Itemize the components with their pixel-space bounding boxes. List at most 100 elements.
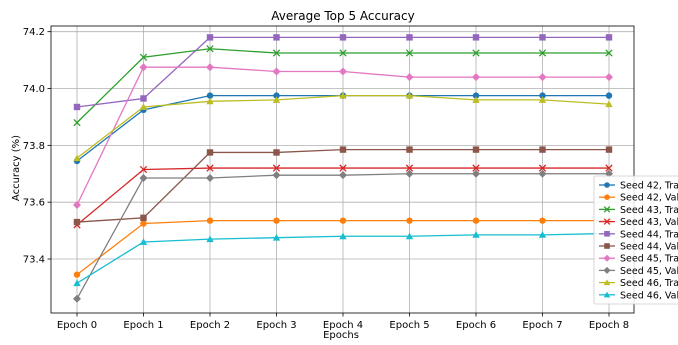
data-point	[472, 169, 480, 178]
data-point	[538, 231, 547, 238]
data-point	[538, 96, 547, 103]
series-4	[73, 164, 613, 229]
data-point	[273, 34, 280, 41]
x-marker-stroke	[73, 118, 81, 127]
legend-item: Seed 44, Train	[599, 229, 678, 240]
chart-title: Average Top 5 Accuracy	[271, 9, 414, 23]
data-point	[272, 67, 281, 76]
y-tick-label: 73.4	[23, 255, 45, 266]
legend-label: Seed 45, Train	[620, 254, 678, 265]
data-point	[273, 149, 280, 156]
data-point	[272, 49, 281, 57]
data-point	[405, 232, 414, 240]
data-point	[206, 164, 214, 172]
data-point	[339, 146, 347, 153]
data-point	[538, 49, 547, 57]
x-marker-stroke	[603, 206, 611, 213]
legend-marker	[603, 218, 611, 225]
x-tick-label: Epoch 5	[389, 320, 429, 331]
data-point	[73, 103, 81, 111]
data-point	[339, 232, 347, 240]
data-point	[139, 165, 148, 174]
legend-item: Seed 43, Val	[599, 217, 678, 228]
legend-marker	[603, 291, 611, 298]
data-point	[539, 92, 546, 99]
data-point	[472, 96, 480, 103]
data-point	[272, 171, 281, 180]
data-point	[472, 34, 480, 41]
y-tick-label: 74.0	[23, 84, 45, 95]
x-tick-label: Epoch 0	[57, 320, 97, 331]
data-point	[339, 164, 347, 172]
y-tick-label: 73.8	[23, 141, 45, 152]
data-point	[73, 218, 81, 226]
data-point	[538, 169, 547, 178]
data-point	[605, 49, 613, 57]
data-point	[73, 154, 81, 162]
legend-item: Seed 46, Train	[599, 278, 678, 289]
data-point	[406, 146, 413, 153]
data-point	[405, 169, 414, 178]
x-marker-stroke	[605, 49, 613, 57]
data-point	[406, 217, 413, 224]
data-point	[272, 164, 281, 172]
data-point	[605, 34, 613, 41]
data-point	[405, 49, 414, 57]
y-tick-label: 74.2	[23, 27, 45, 38]
data-point	[405, 164, 414, 172]
legend-label: Seed 43, Train	[620, 205, 678, 216]
legend-label: Seed 44, Val	[620, 242, 678, 253]
data-point	[406, 34, 413, 41]
plot-frame	[50, 25, 635, 314]
legend-label: Seed 43, Val	[620, 217, 678, 228]
x-marker-stroke	[339, 49, 347, 57]
y-axis-label: Accuracy (%)	[11, 135, 22, 201]
data-point	[472, 231, 480, 238]
data-point	[273, 217, 280, 224]
data-point	[605, 146, 613, 153]
data-point	[73, 201, 81, 210]
data-point	[206, 45, 214, 53]
series-6	[73, 146, 613, 226]
legend-marker	[604, 243, 610, 249]
x-marker-stroke	[405, 49, 414, 57]
legend-item: Seed 45, Val	[599, 266, 678, 277]
data-point	[339, 49, 347, 57]
y-tick-label: 73.6	[23, 198, 45, 209]
data-point	[339, 67, 347, 76]
legend-marker	[603, 279, 611, 286]
data-point	[206, 174, 214, 183]
data-point	[139, 63, 148, 72]
data-point	[472, 164, 480, 172]
series-7	[73, 63, 613, 210]
x-marker-stroke	[605, 164, 613, 172]
x-tick-label: Epoch 2	[190, 320, 230, 331]
data-point	[472, 146, 480, 153]
data-point	[405, 73, 414, 82]
legend-item: Seed 45, Train	[599, 254, 678, 265]
legend-label: Seed 45, Val	[620, 266, 678, 277]
x-tick-label: Epoch 7	[522, 320, 562, 331]
legend-item: Seed 46, Val	[599, 290, 678, 301]
legend-marker	[603, 206, 611, 213]
x-marker-stroke	[603, 218, 611, 225]
data-point	[339, 171, 347, 180]
data-point	[539, 217, 546, 224]
x-tick-label: Epoch 4	[323, 320, 363, 331]
data-point	[472, 92, 480, 99]
legend-label: Seed 46, Val	[620, 290, 678, 301]
data-point	[472, 217, 480, 224]
x-marker-stroke	[538, 164, 547, 172]
x-marker-stroke	[538, 49, 547, 57]
legend-item: Seed 44, Val	[599, 242, 678, 253]
data-point	[538, 164, 547, 172]
data-point	[139, 238, 148, 245]
data-point	[272, 96, 281, 103]
x-marker-stroke	[405, 164, 414, 172]
legend-label: Seed 46, Train	[620, 278, 678, 289]
series-5	[73, 34, 613, 111]
series-3	[73, 45, 613, 127]
data-point	[139, 53, 148, 61]
data-point	[605, 92, 613, 99]
